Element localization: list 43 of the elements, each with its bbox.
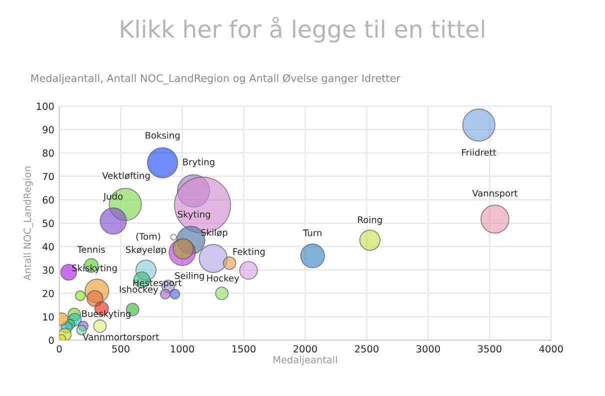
y-tick-label: 50 [42,220,54,227]
y-axis-title: Antall NOC_LandRegion [23,166,34,280]
annotation: Skøyeløp [126,246,166,255]
y-tick-label: 10 [43,313,54,321]
y-tick-label: 80 [42,149,54,157]
annotation: Roing [358,216,382,225]
annotation: Bryting [183,158,214,168]
y-tick-label: 70 [42,172,54,180]
annotation: Judo [102,192,123,202]
x-tick-label: 4000 [539,345,563,353]
annotation: Vannmortorsport [82,334,159,342]
x-tick-label: 1500 [232,345,256,353]
annotation: (Tom) [136,232,160,241]
x-tick-label: 500 [112,345,130,353]
x-axis-title: Medaljeantall [274,356,337,366]
annotation: Skyting [178,210,210,220]
annotation: Fekting [233,248,265,257]
x-tick-label: 0 [56,345,62,353]
annotation: Vektløfting [102,172,150,181]
chart-subtitle: Medaljeantall, Antall NOC_LandRegion og Antall Øvelse ganger Idretter [31,74,400,84]
annotation: Friidrett [462,148,496,156]
y-tick-label: 0 [48,336,54,344]
y-tick-label: 60 [42,196,54,204]
x-tick-label: 3000 [416,345,440,353]
annotation: Vannsport [472,190,518,198]
annotation: Ishockey [120,286,158,294]
annotation: Turn [303,230,322,236]
annotation: Tennis [77,246,105,253]
y-tick-label: 30 [42,266,54,274]
y-tick-label: 90 [42,126,54,134]
x-tick-label: 3500 [478,345,502,353]
x-tick-label: 1000 [170,345,194,353]
annotation: Seiling [175,272,204,281]
annotation: Hestesport [133,279,182,288]
y-tick-label: 40 [42,243,54,250]
chart-title: Klikk her for å legge til en tittel [121,16,484,43]
annotation: Boksing [146,132,180,140]
annotation: Bueskyting [82,310,130,319]
x-tick-label: 2500 [355,345,378,353]
annotation: Hockey [207,274,240,284]
y-tick-label: 20 [42,290,54,298]
x-tick-label: 2000 [294,345,317,353]
y-tick-label: 100 [36,102,54,110]
